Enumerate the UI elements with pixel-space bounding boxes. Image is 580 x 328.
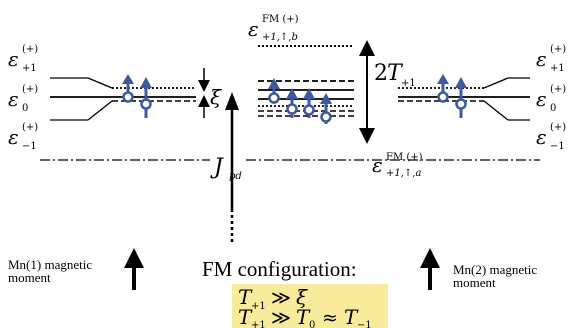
svg-text:ξ: ξ [210, 85, 222, 109]
mn2-moment-arrow [420, 248, 440, 290]
condition-2: T +1 ≫ T 0 ≈ T −1 [238, 305, 372, 328]
svg-text:2: 2 [374, 61, 388, 86]
svg-text:Mn(2) magnetic: Mn(2) magnetic [453, 262, 537, 277]
svg-text:ε: ε [536, 125, 547, 149]
svg-text:≈: ≈ [322, 307, 338, 328]
svg-text:ε: ε [372, 153, 383, 177]
spin-up-arrow [122, 74, 134, 103]
svg-text:+1: +1 [251, 320, 266, 328]
right-level-label-0: ε 0 (+) [536, 84, 566, 114]
center-spin-electrons [268, 78, 332, 124]
svg-text:Mn(1) magnetic: Mn(1) magnetic [8, 257, 92, 272]
svg-text:T: T [238, 305, 253, 328]
left-level-label-0: ε 0 (+) [8, 84, 38, 114]
svg-text:−1: −1 [550, 141, 565, 152]
svg-text:J: J [210, 155, 224, 180]
svg-text:(+): (+) [22, 84, 38, 95]
xi-gap-indicator: ξ [198, 68, 222, 118]
spin-up-arrow [303, 88, 315, 118]
svg-text:T: T [238, 285, 253, 309]
left-spin-electrons [122, 74, 152, 118]
svg-text:ξ: ξ [296, 285, 308, 309]
splitting-indicator: 2 T +1 [359, 40, 416, 144]
spin-up-arrow [140, 77, 152, 118]
svg-text:T: T [296, 305, 311, 328]
conditions-highlight [232, 284, 388, 328]
svg-text:T: T [387, 61, 404, 86]
fm-level-b-label: ε FM (+) +1,↑,b [248, 14, 299, 43]
svg-text:FM (+): FM (+) [386, 152, 423, 163]
right-level-label-minus1: ε −1 (+) [536, 122, 566, 152]
svg-text:moment: moment [453, 275, 496, 290]
right-level-label-plus1: ε +1 (+) [536, 44, 566, 74]
svg-text:+1: +1 [251, 301, 266, 312]
svg-text:+1: +1 [401, 78, 416, 89]
condition-1: T +1 ≫ ξ [238, 285, 308, 312]
spin-up-arrow [455, 77, 467, 118]
mn2-caption: Mn(2) magnetic moment [453, 262, 537, 290]
svg-text:ε: ε [8, 125, 19, 149]
spin-up-arrow [286, 88, 298, 118]
svg-text:ε: ε [8, 87, 19, 111]
svg-text:+1: +1 [22, 63, 37, 74]
svg-text:ε: ε [8, 47, 19, 71]
svg-text:(+): (+) [22, 122, 38, 133]
svg-text:+1,↑,a: +1,↑,a [386, 168, 421, 179]
svg-text:FM (+): FM (+) [262, 14, 299, 25]
right-levels [398, 77, 530, 121]
svg-text:+1: +1 [550, 63, 565, 74]
coupling-label: J pd [210, 155, 242, 182]
svg-text:+1,↑,b: +1,↑,b [262, 32, 298, 43]
svg-text:0: 0 [309, 320, 315, 328]
fm-configuration-title: FM configuration: [202, 257, 357, 281]
fm-level-a-label: ε FM (+) +1,↑,a [372, 152, 423, 179]
left-level-label-plus1: ε +1 (+) [8, 44, 38, 74]
mn1-caption: Mn(1) magnetic moment [8, 257, 92, 285]
svg-text:T: T [344, 305, 359, 328]
svg-text:ε: ε [536, 87, 547, 111]
right-spin-electrons [437, 74, 467, 118]
left-level-label-minus1: ε −1 (+) [8, 122, 38, 152]
mn1-moment-arrow [124, 248, 144, 290]
spin-up-arrow [268, 78, 280, 104]
svg-text:−1: −1 [22, 141, 37, 152]
svg-text:ε: ε [248, 17, 259, 41]
svg-text:≫: ≫ [271, 287, 291, 309]
svg-text:(+): (+) [22, 44, 38, 55]
svg-text:(+): (+) [550, 84, 566, 95]
center-hybridization-arrow [225, 92, 239, 242]
svg-text:−1: −1 [357, 320, 372, 328]
svg-text:moment: moment [8, 270, 51, 285]
svg-text:0: 0 [550, 103, 556, 114]
svg-text:0: 0 [22, 103, 28, 114]
svg-text:(+): (+) [550, 44, 566, 55]
svg-text:pd: pd [229, 171, 242, 182]
svg-text:≫: ≫ [271, 307, 291, 328]
spin-up-arrow [437, 74, 449, 103]
svg-text:ε: ε [536, 47, 547, 71]
spin-up-arrow [320, 93, 332, 124]
svg-text:(+): (+) [550, 122, 566, 133]
